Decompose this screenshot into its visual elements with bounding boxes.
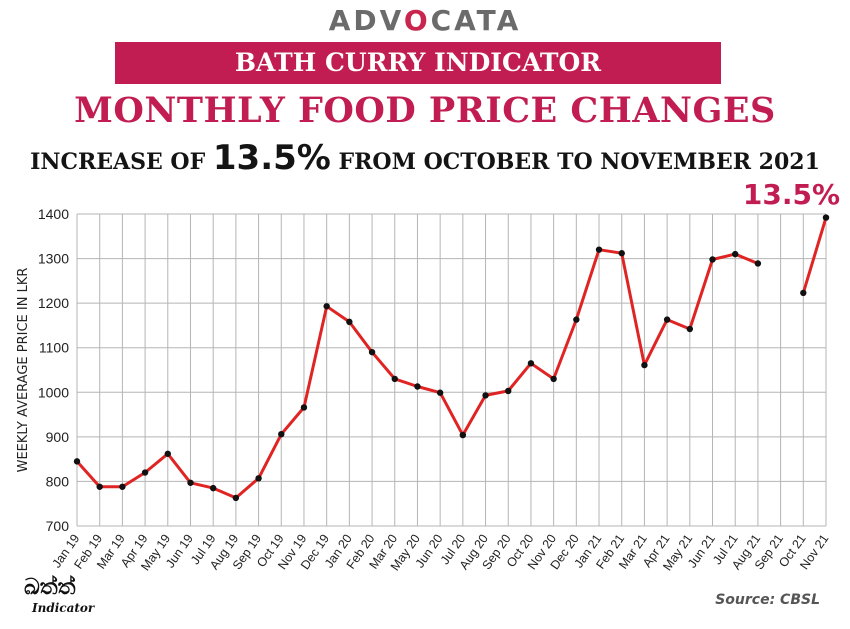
data-point <box>368 348 376 356</box>
y-tick-label: 1000 <box>38 384 69 400</box>
data-point <box>96 483 103 490</box>
data-point <box>414 383 421 390</box>
y-tick-label: 800 <box>46 473 70 489</box>
y-tick-label: 1200 <box>38 295 69 311</box>
data-point <box>732 250 739 258</box>
y-axis-label: WEEKLY AVERAGE PRICE IN LKR <box>16 268 31 473</box>
data-point <box>255 475 262 482</box>
y-tick-label: 1100 <box>39 340 69 356</box>
footer-logo-caption: Indicator <box>32 601 95 615</box>
series-line <box>801 217 828 294</box>
subheading-suffix: FROM OCTOBER TO NOVEMBER 2021 <box>330 149 820 175</box>
data-point <box>550 375 557 383</box>
data-point <box>527 360 535 367</box>
data-point <box>141 469 149 476</box>
data-point <box>278 430 285 438</box>
data-point <box>573 316 580 323</box>
bath-curry-indicator-logo: ඛත්ත් Indicator <box>14 574 95 620</box>
advocata-logo: ADVOCATA <box>328 4 522 37</box>
data-point <box>641 361 648 369</box>
data-point <box>663 316 671 323</box>
data-point <box>391 375 398 383</box>
y-tick-label: 1300 <box>38 251 69 267</box>
data-point <box>232 494 240 502</box>
data-point <box>323 303 330 310</box>
chart-subheading: INCREASE OF 13.5% FROM OCTOBER TO NOVEMB… <box>0 138 850 178</box>
data-point <box>822 214 830 221</box>
y-tick-label: 1400 <box>38 206 69 222</box>
banner-title: BATH CURRY INDICATOR <box>234 48 602 77</box>
source-note: Source: CBSL <box>715 592 820 608</box>
data-point <box>346 318 353 326</box>
footer-logo-script: ඛත්ත් <box>24 574 76 600</box>
data-point <box>709 256 716 263</box>
data-point <box>164 450 171 457</box>
data-point <box>459 431 467 439</box>
data-point <box>754 260 762 267</box>
data-point <box>73 458 81 465</box>
data-point <box>187 479 194 486</box>
y-tick-label: 900 <box>46 429 70 445</box>
data-point <box>505 387 512 395</box>
chart-heading: MONTHLY FOOD PRICE CHANGES <box>74 90 776 131</box>
subheading-prefix: INCREASE OF <box>30 149 213 175</box>
data-point <box>618 250 625 257</box>
data-point <box>300 404 308 411</box>
data-point <box>595 246 603 253</box>
subheading-highlight: 13.5% <box>212 138 331 178</box>
increase-annotation: 13.5% <box>742 178 840 211</box>
data-point <box>436 389 444 396</box>
data-point <box>800 289 807 297</box>
data-point <box>686 325 694 333</box>
data-point <box>209 484 217 492</box>
y-tick-label: 700 <box>46 518 70 534</box>
data-point <box>482 392 489 399</box>
banner: BATH CURRY INDICATOR <box>115 42 721 84</box>
data-point <box>119 483 126 490</box>
